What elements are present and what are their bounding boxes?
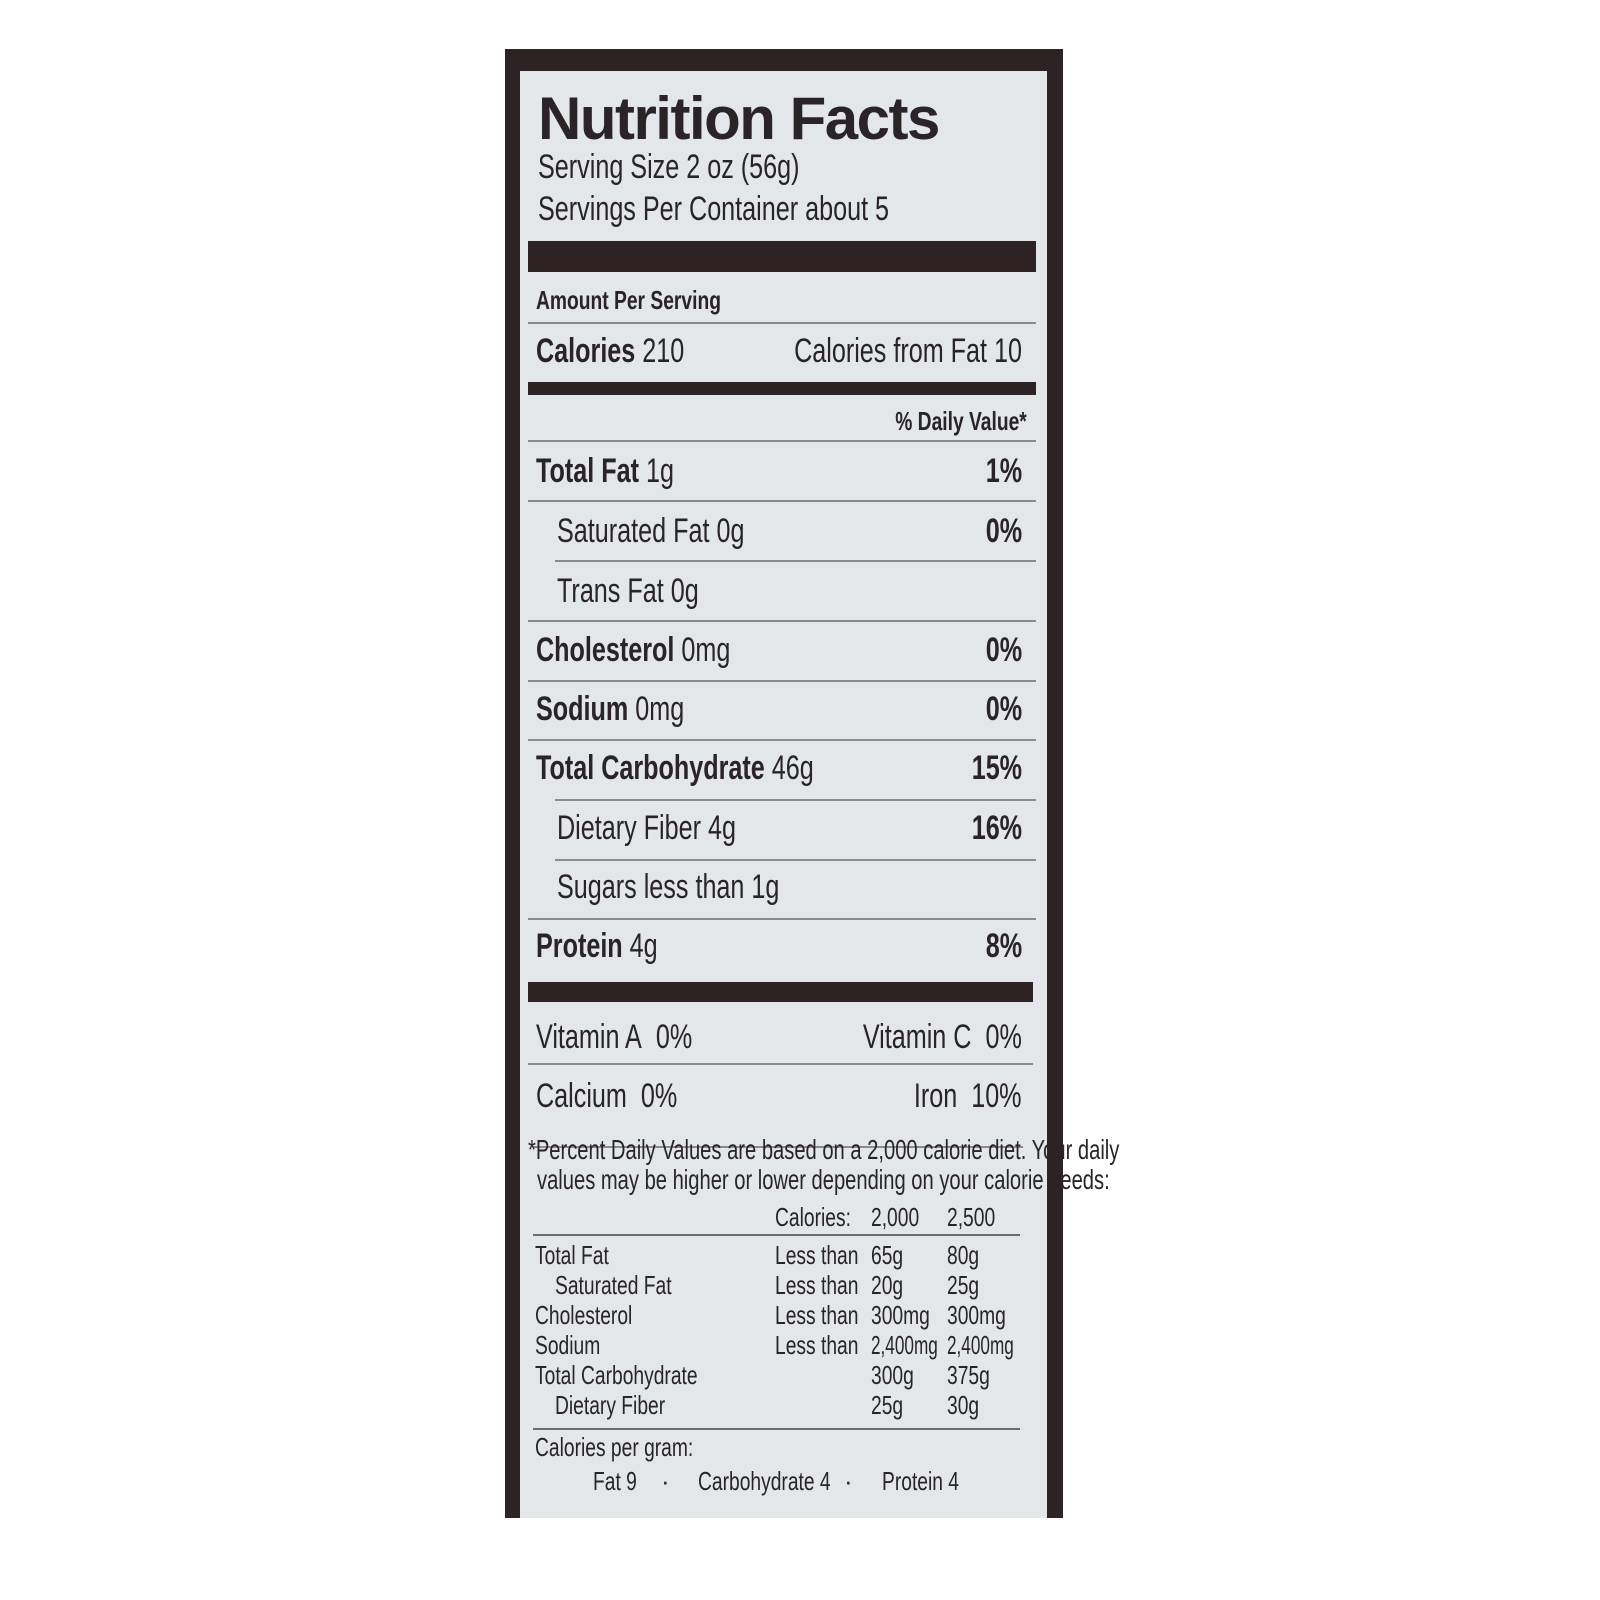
table-cell: 20g [871, 1270, 904, 1300]
divider [555, 859, 1036, 861]
separator-dot: · [844, 1466, 853, 1496]
divider [533, 1146, 1023, 1148]
divider [528, 739, 1036, 741]
nutrient-row-trans-fat: Trans Fat 0g [557, 572, 699, 610]
table-row-label: Cholesterol [535, 1300, 633, 1330]
nutrient-row-total-fat: Total Fat 1g 1% [536, 452, 1022, 490]
divider [528, 620, 1036, 622]
divider [528, 322, 1036, 324]
mineral-row: Calcium 0% Iron 10% [536, 1077, 1022, 1115]
table-cell: 65g [871, 1240, 904, 1270]
table-header-calories: Calories: [775, 1202, 851, 1232]
separator-dot: · [661, 1466, 670, 1496]
footnote-line-2: values may be higher or lower depending … [537, 1164, 1110, 1195]
nutrient-row-saturated-fat: Saturated Fat 0g 0% [557, 512, 1022, 550]
nutrient-row-protein: Protein 4g 8% [536, 927, 1022, 965]
table-row-label: Total Carbohydrate [535, 1360, 698, 1390]
table-cell: Less than [775, 1330, 859, 1360]
table-cell: 30g [947, 1390, 980, 1420]
table-cell: 300g [871, 1360, 914, 1390]
table-cell: 80g [947, 1240, 980, 1270]
servings-per-container: Servings Per Container about 5 [538, 190, 890, 228]
thick-divider [528, 982, 1033, 1002]
table-row-label: Total Fat [535, 1240, 609, 1270]
table-cell: 25g [871, 1390, 904, 1420]
table-row-label: Sodium [535, 1330, 601, 1360]
amount-per-serving: Amount Per Serving [536, 285, 721, 315]
calories-from-fat: Calories from Fat 10 [794, 332, 1022, 370]
thick-divider [528, 241, 1036, 272]
table-row-label: Dietary Fiber [555, 1390, 666, 1420]
table-cell: Less than [775, 1240, 859, 1270]
table-cell: 2,400mg [871, 1330, 938, 1360]
nutrient-row-sodium: Sodium 0mg 0% [536, 690, 1022, 728]
divider [528, 440, 1036, 442]
nutrient-row-dietary-fiber: Dietary Fiber 4g 16% [557, 809, 1022, 847]
divider [555, 560, 1036, 562]
table-cell: 2,400mg [947, 1330, 1014, 1360]
table-cell: Less than [775, 1270, 859, 1300]
table-cell: 25g [947, 1270, 980, 1300]
daily-value-header: % Daily Value* [895, 406, 1027, 436]
medium-divider [528, 382, 1036, 395]
calories-row: Calories 210 Calories from Fat 10 [536, 332, 1022, 370]
divider [528, 1063, 1033, 1065]
divider [528, 680, 1036, 682]
divider [533, 1234, 1020, 1236]
label-title: Nutrition Facts [538, 85, 940, 152]
calories-per-gram-fat: Fat 9 [593, 1466, 637, 1496]
table-cell: 375g [947, 1360, 990, 1390]
nutrient-row-sugars: Sugars less than 1g [557, 868, 780, 906]
table-cell: 300mg [871, 1300, 930, 1330]
calories-per-gram-label: Calories per gram: [535, 1432, 694, 1462]
footnote-line-1: *Percent Daily Values are based on a 2,0… [528, 1134, 1120, 1165]
table-header-2500: 2,500 [947, 1202, 996, 1232]
divider [533, 1428, 1020, 1430]
nutrient-row-total-carbohydrate: Total Carbohydrate 46g 15% [536, 749, 1022, 787]
nutrient-row-cholesterol: Cholesterol 0mg 0% [536, 631, 1022, 669]
calories-per-gram-protein: Protein 4 [882, 1466, 960, 1496]
table-cell: Less than [775, 1300, 859, 1330]
calories-per-gram-carbohydrate: Carbohydrate 4 [698, 1466, 831, 1496]
table-row-label: Saturated Fat [555, 1270, 672, 1300]
divider [555, 799, 1036, 801]
serving-size: Serving Size 2 oz (56g) [538, 148, 800, 186]
vitamin-row: Vitamin A 0% Vitamin C 0% [536, 1018, 1022, 1056]
table-cell: 300mg [947, 1300, 1006, 1330]
label-panel [520, 71, 1047, 1518]
divider [528, 918, 1036, 920]
table-header-2000: 2,000 [871, 1202, 920, 1232]
divider [528, 500, 1036, 502]
